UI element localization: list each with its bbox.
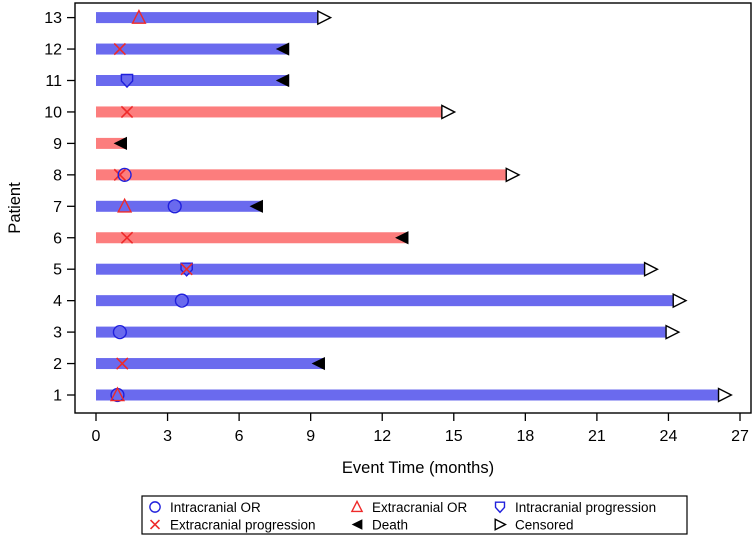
extracranial-or-marker [117,197,133,213]
patient-bar-10 [96,106,442,118]
y-tick-label: 10 [44,104,62,121]
patient-bar-5 [96,263,645,275]
legend-label-extracranial-or: Extracranial OR [372,500,468,515]
legend-death-marker [351,519,363,530]
legend-box [141,495,688,535]
y-tick-label: 13 [44,10,62,27]
death-marker [113,136,128,150]
extracranial-progression-marker [120,105,134,119]
x-tick-label: 18 [516,428,534,445]
plot-border [74,2,752,414]
x-tick-label: 15 [445,428,463,445]
extracranial-progression-marker [120,231,134,244]
legend-label-intracranial-or: Intracranial OR [170,500,261,515]
legend-intracranial-or-marker [149,501,161,513]
legend-label-censored: Censored [515,517,574,532]
y-tick-label: 5 [53,262,62,279]
censored-marker [665,324,681,340]
intracranial-or-marker [167,199,182,214]
x-tick-label: 9 [306,428,315,445]
censored-marker [672,293,688,309]
extracranial-or-marker [131,9,147,24]
x-tick-label: 3 [163,428,172,445]
patient-bar-2 [96,358,325,370]
extracranial-progression-marker [180,263,193,276]
intracranial-progression-marker [120,73,134,89]
extracranial-progression-marker [116,357,129,370]
x-tick-label: 21 [588,428,606,445]
intracranial-or-marker [117,167,132,182]
patient-bar-1 [96,389,719,401]
y-tick-label: 8 [53,167,62,184]
legend-label-extracranial-progression: Extracranial progression [170,517,316,532]
legend-label-death: Death [372,517,408,532]
legend-extracranial-progression-marker [149,519,161,530]
patient-bar-11 [96,75,290,86]
death-marker [311,356,325,371]
y-tick-label: 6 [53,230,62,247]
censored-marker [505,167,521,183]
patient-bar-6 [96,232,409,244]
patient-bar-8 [96,169,507,181]
legend-intracranial-progression-marker [494,501,506,514]
patient-bar-4 [96,295,674,307]
patient-bar-12 [96,43,290,55]
patient-bar-7 [96,200,263,212]
y-tick-label: 4 [53,293,62,310]
y-tick-label: 12 [44,42,62,59]
intracranial-or-marker [112,325,127,340]
y-tick-label: 1 [53,388,62,405]
legend-censored-marker [494,518,507,531]
y-axis-title: Patient [6,182,24,234]
extracranial-progression-marker [113,168,127,182]
patient-bar-9 [96,137,128,149]
death-marker [395,231,409,245]
intracranial-or-marker [174,293,189,308]
patient-bar-3 [96,326,667,338]
y-tick-label: 9 [53,136,62,153]
y-tick-label: 3 [53,325,62,342]
x-axis-title: Event Time (months) [342,459,494,477]
death-marker [249,199,263,213]
censored-marker [317,9,333,26]
extracranial-progression-marker [113,42,127,56]
y-tick-label: 7 [53,199,62,216]
censored-marker [441,104,457,120]
x-tick-label: 12 [373,428,391,445]
x-tick-label: 24 [660,428,678,445]
y-tick-label: 11 [45,73,62,90]
censored-marker [643,261,659,277]
x-tick-label: 0 [92,428,101,445]
censored-marker [717,387,733,403]
legend-extracranial-or-marker [350,499,364,513]
death-marker [275,73,290,88]
legend-label-intracranial-progression: Intracranial progression [515,500,656,515]
death-marker [275,42,290,56]
x-tick-label: 6 [235,428,244,445]
y-tick-label: 2 [53,356,62,373]
x-tick-label: 27 [731,428,749,445]
extracranial-or-marker [109,386,126,402]
patient-bar-13 [96,12,318,24]
